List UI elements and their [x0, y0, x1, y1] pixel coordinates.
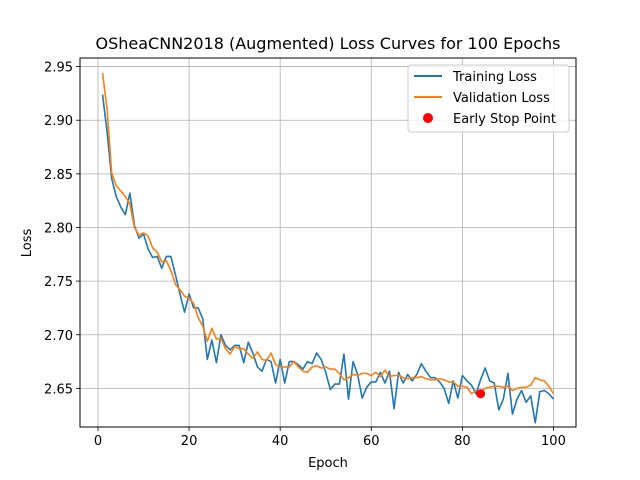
y-tick-label: 2.80: [44, 221, 73, 236]
grid-lines: [80, 58, 576, 427]
early-stop-point: [476, 389, 486, 399]
y-tick-label: 2.65: [44, 382, 73, 397]
x-tick-label: 60: [363, 434, 380, 449]
x-tick-label: 80: [454, 434, 471, 449]
plot-frame: [79, 57, 577, 428]
training-loss-line: [101, 94, 555, 424]
legend: Training Loss Validation Loss Early Stop…: [407, 64, 570, 133]
legend-training-label: Training Loss: [452, 70, 537, 85]
legend-early-stop-label: Early Stop Point: [453, 112, 556, 127]
early-stop-marker-group: [476, 389, 486, 399]
x-axis-label: Epoch: [308, 456, 348, 471]
y-tick-label: 2.90: [44, 114, 73, 129]
x-tick-label: 100: [541, 434, 566, 449]
chart-title: OSheaCNN2018 (Augmented) Loss Curves for…: [96, 34, 561, 53]
legend-box: [407, 64, 570, 133]
x-tick-label: 20: [181, 434, 198, 449]
y-tick-label: 2.95: [44, 61, 73, 76]
legend-validation-label: Validation Loss: [453, 91, 550, 106]
legend-early-stop-swatch: [423, 113, 433, 123]
x-tick-label: 0: [94, 434, 102, 449]
y-tick-label: 2.85: [44, 168, 73, 183]
y-tick-label: 2.70: [44, 329, 73, 344]
x-tick-label: 40: [272, 434, 289, 449]
y-axis-label: Loss: [20, 229, 35, 258]
y-tick-label: 2.75: [44, 275, 73, 290]
axis-ticks: 0 20 40 60 80 100 2.65 2.70 2.75 2.80 2.85 2.90 2.95: [44, 61, 566, 449]
